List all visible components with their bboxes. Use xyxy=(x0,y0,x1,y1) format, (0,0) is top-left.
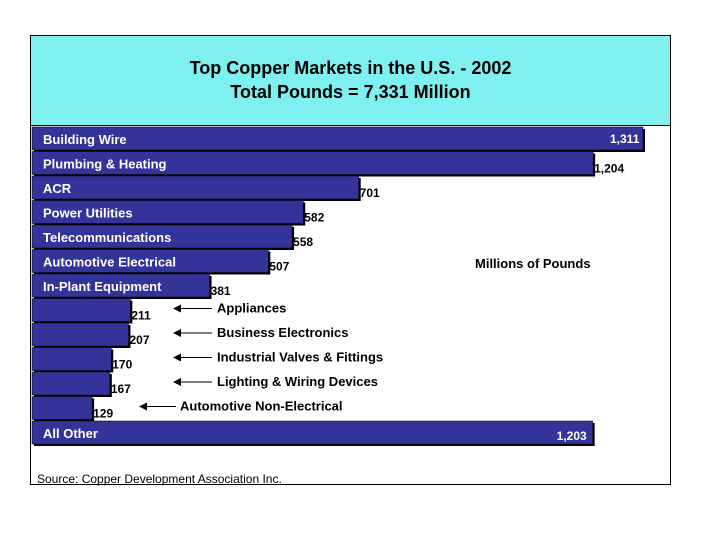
category-label: Industrial Valves & Fittings xyxy=(217,350,383,365)
bar xyxy=(31,298,131,322)
category-label: Telecommunications xyxy=(43,230,171,245)
category-label: Automotive Electrical xyxy=(43,255,176,270)
category-label: Business Electronics xyxy=(217,325,349,340)
category-label: Power Utilities xyxy=(43,206,133,221)
bar xyxy=(31,126,644,151)
category-label: Lighting & Wiring Devices xyxy=(217,374,378,389)
bar xyxy=(31,273,210,298)
data-label: 1,204 xyxy=(594,162,624,176)
data-label: 701 xyxy=(360,186,380,200)
category-label: Building Wire xyxy=(43,132,127,147)
data-label: 167 xyxy=(111,382,131,396)
data-label: 207 xyxy=(129,333,149,347)
data-label: 381 xyxy=(211,284,231,298)
data-label: 1,311 xyxy=(610,132,640,146)
data-label: 211 xyxy=(131,309,151,323)
data-label: 129 xyxy=(93,407,113,421)
category-label: Automotive Non-Electrical xyxy=(180,399,343,414)
bar xyxy=(31,420,593,445)
bar xyxy=(31,175,359,200)
chart-title: Top Copper Markets in the U.S. - 2002 xyxy=(189,58,512,78)
data-label: 170 xyxy=(112,358,132,372)
category-label: In-Plant Equipment xyxy=(43,279,162,294)
bar xyxy=(31,347,112,371)
chart-header: Top Copper Markets in the U.S. - 2002 To… xyxy=(31,36,670,126)
data-label: 507 xyxy=(269,260,289,274)
data-label: 582 xyxy=(304,211,324,225)
category-label: Appliances xyxy=(217,301,286,316)
category-label: Plumbing & Heating xyxy=(43,157,167,172)
bar xyxy=(31,371,111,396)
unit-note: Millions of Pounds xyxy=(475,256,591,271)
source-note: Source: Copper Development Association I… xyxy=(37,472,282,486)
bar xyxy=(31,322,129,347)
bar xyxy=(31,396,93,420)
chart-subtitle: Total Pounds = 7,331 Million xyxy=(230,82,471,102)
data-label: 1,203 xyxy=(557,429,587,443)
bar xyxy=(31,151,594,175)
category-label: All Other xyxy=(43,426,98,441)
category-label: ACR xyxy=(43,181,72,196)
bar xyxy=(31,224,293,249)
bar xyxy=(31,249,269,273)
bar xyxy=(31,200,304,224)
data-label: 558 xyxy=(293,235,313,249)
